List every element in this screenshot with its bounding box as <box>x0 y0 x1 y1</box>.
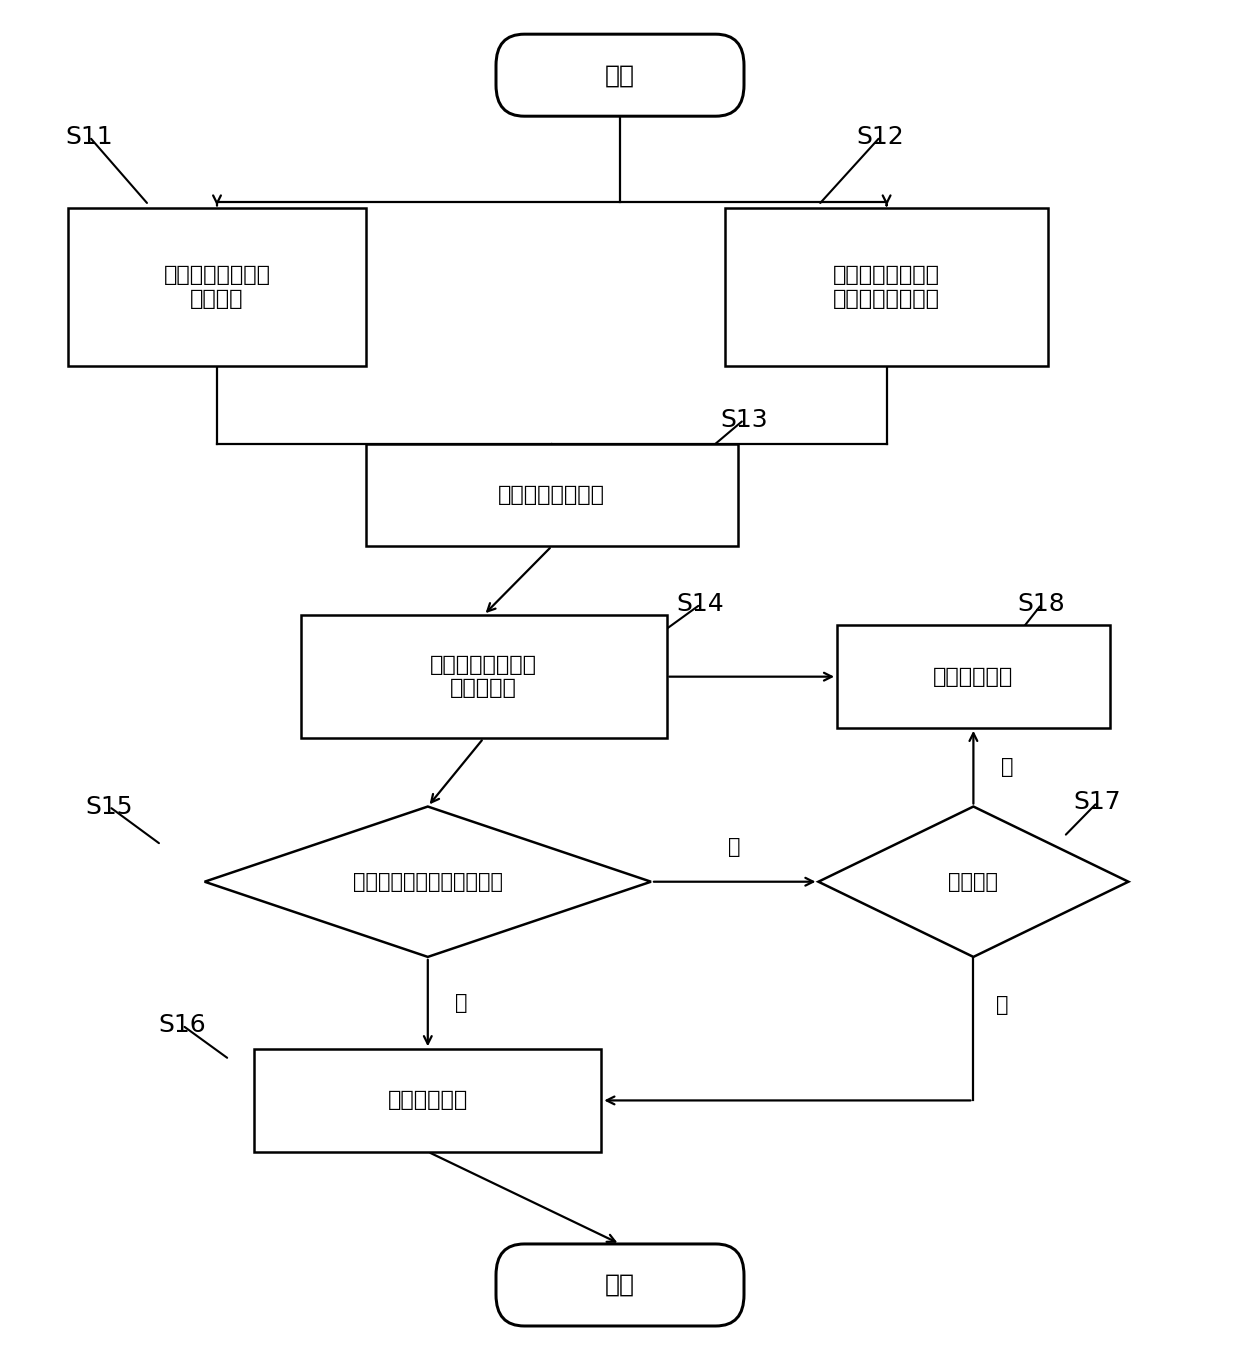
Text: S12: S12 <box>857 124 904 149</box>
Text: 完成场地平面布置: 完成场地平面布置 <box>498 485 605 504</box>
Text: 调整构件布置: 调整构件布置 <box>934 667 1013 686</box>
Text: S14: S14 <box>677 592 724 617</box>
Text: 遍历比对构件重量
和吵重参数: 遍历比对构件重量 和吵重参数 <box>430 655 537 699</box>
Text: 构件建模（族参数
中增加重量参数）: 构件建模（族参数 中增加重量参数） <box>833 265 940 309</box>
Text: S18: S18 <box>1018 592 1065 617</box>
Text: 塔吠的设置参数和
吵重参数: 塔吠的设置参数和 吵重参数 <box>164 265 270 309</box>
Text: 开始: 开始 <box>605 63 635 87</box>
Text: 是: 是 <box>996 995 1008 1014</box>
Text: 场地布置完成: 场地布置完成 <box>388 1091 467 1110</box>
Bar <box>254 1050 601 1151</box>
Bar <box>837 626 1110 727</box>
Text: 是: 是 <box>455 992 467 1013</box>
Text: 否: 否 <box>1001 757 1013 778</box>
Text: 否: 否 <box>728 837 742 857</box>
Text: S17: S17 <box>1074 790 1121 815</box>
Polygon shape <box>818 807 1128 957</box>
Bar <box>68 208 366 365</box>
Text: S15: S15 <box>86 794 133 819</box>
Bar <box>301 615 667 738</box>
Text: 结束: 结束 <box>605 1273 635 1297</box>
Text: 是否忽略: 是否忽略 <box>949 872 998 891</box>
Text: S16: S16 <box>159 1013 206 1038</box>
Text: S11: S11 <box>66 124 113 149</box>
Polygon shape <box>205 807 651 957</box>
Text: 允许吵重是否大于构件重量: 允许吵重是否大于构件重量 <box>353 872 502 891</box>
FancyBboxPatch shape <box>496 34 744 116</box>
Text: S13: S13 <box>720 407 768 432</box>
Bar <box>366 443 738 545</box>
FancyBboxPatch shape <box>496 1244 744 1326</box>
Bar <box>725 208 1048 365</box>
